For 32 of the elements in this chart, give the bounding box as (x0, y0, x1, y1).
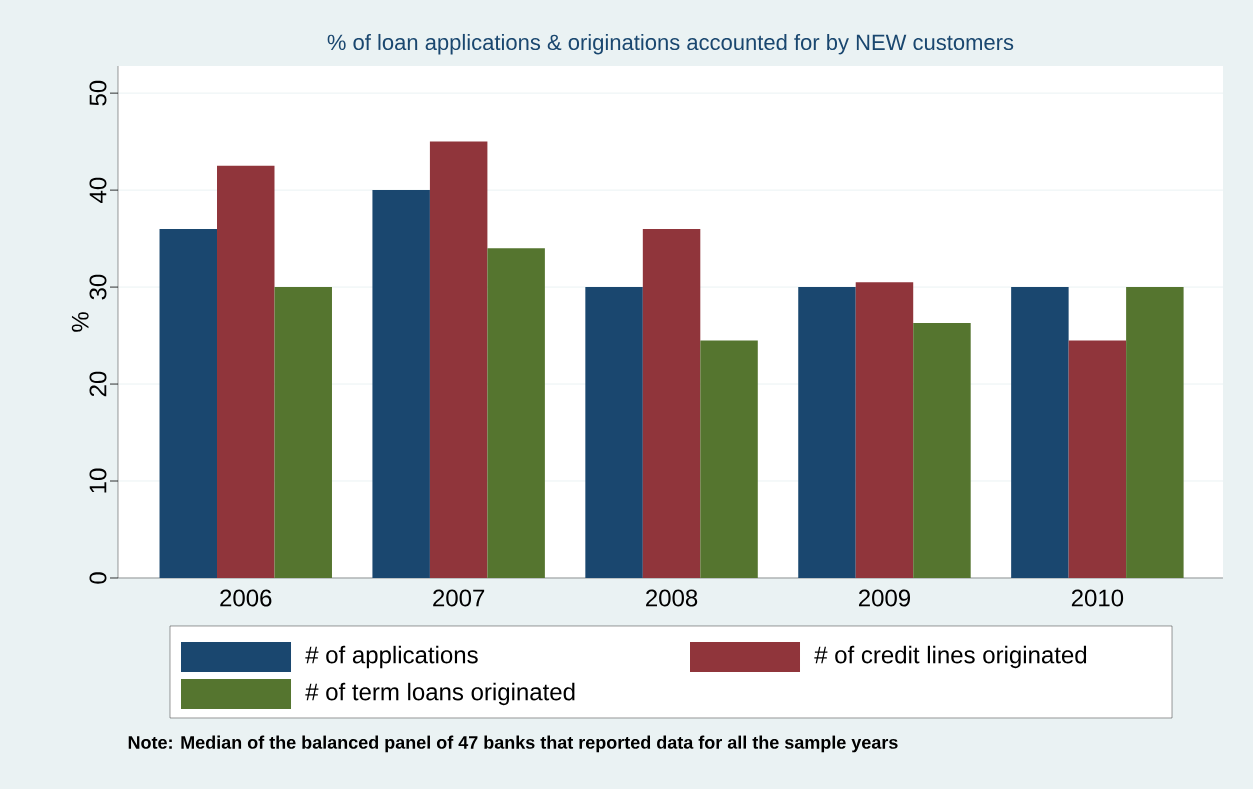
y-tick-label: 30 (89, 274, 107, 300)
bar (855, 282, 914, 578)
x-tick-label: 2010 (1071, 589, 1124, 607)
bar (487, 248, 545, 578)
legend-label: # of credit lines originated (814, 645, 1087, 669)
bar (642, 228, 701, 578)
bar (798, 287, 856, 578)
bar (913, 322, 971, 578)
bar (372, 190, 430, 578)
text: Note: Median of the balanced panel of 47 banks that reported data for all the sample years (128, 735, 898, 753)
bar (429, 141, 488, 578)
bar (159, 228, 218, 578)
y-tick-label: 40 (89, 177, 107, 203)
x-tick-label: 2006 (220, 589, 272, 607)
y-tick-label: 50 (89, 80, 107, 106)
chart-title: % of loan applications & originations accounted for by NEW customers (327, 33, 1014, 55)
legend-label: # of term loans originated (305, 682, 575, 706)
bar (1068, 340, 1127, 578)
y-tick-label: 0 (89, 572, 107, 584)
bar (217, 165, 275, 578)
bar (274, 287, 332, 578)
legend-label: # of applications (305, 645, 478, 669)
y-tick-label: 10 (89, 468, 107, 493)
x-tick-label: 2009 (858, 589, 911, 607)
bar (1011, 287, 1069, 578)
y-axis-title: % (71, 312, 89, 332)
bar (585, 287, 643, 578)
bar (1126, 287, 1184, 578)
bar (700, 340, 758, 578)
x-tick-label: 2007 (433, 589, 485, 607)
x-tick-label: 2008 (646, 589, 698, 607)
y-tick-label: 20 (89, 371, 107, 397)
